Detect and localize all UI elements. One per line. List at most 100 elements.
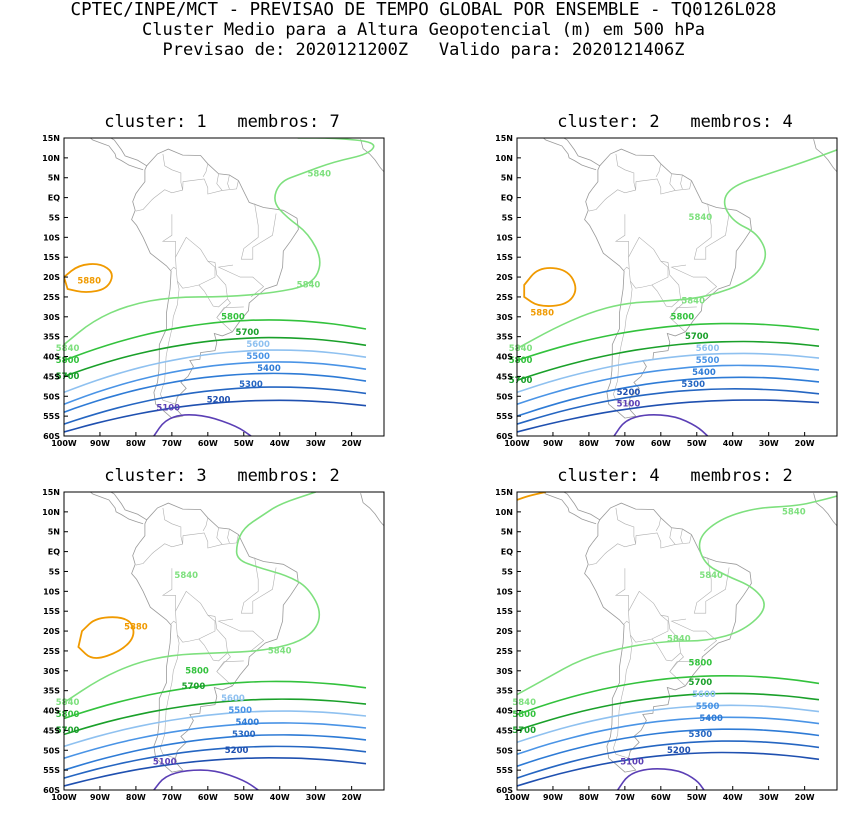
contour-5400 [64, 372, 367, 413]
y-tick-label: 25S [496, 293, 513, 302]
x-tick-label: 80W [579, 793, 599, 802]
contour-5500 [517, 716, 820, 755]
y-tick-label: 5S [502, 213, 514, 222]
x-tick-label: 40W [723, 793, 743, 802]
cluster-3-title: cluster: 3 membros: 2 [104, 466, 340, 486]
x-tick-label: 80W [126, 793, 146, 802]
country-border [680, 528, 683, 543]
contour-5840 [517, 149, 837, 350]
y-tick-label: 10N [42, 508, 60, 517]
contour-label: 5800 [509, 356, 533, 366]
contour-5300 [64, 386, 367, 425]
contour-5100 [613, 414, 709, 436]
y-tick-label: 5S [502, 567, 514, 576]
map-layer [64, 119, 384, 436]
coastline [584, 148, 752, 419]
contour-label: 5800 [185, 666, 209, 676]
plot-frame [63, 491, 385, 791]
plot-frame [63, 137, 385, 437]
x-tick-label: 30W [306, 439, 326, 448]
country-border [615, 507, 636, 545]
contour-label: 5840 [509, 344, 533, 354]
contour-label: 5840 [307, 169, 331, 179]
x-tick-label: 40W [723, 439, 743, 448]
x-tick-label: 20W [342, 793, 362, 802]
y-tick-label: 60S [43, 432, 60, 441]
x-tick-label: 30W [759, 439, 779, 448]
x-tick-label: 70W [615, 793, 635, 802]
coastline [542, 492, 597, 525]
country-border [613, 634, 633, 759]
contour-label: 5600 [246, 340, 270, 350]
coastline [360, 492, 384, 527]
contour-label: 5700 [509, 376, 533, 386]
x-tick-label: 50W [687, 793, 707, 802]
coastline [542, 138, 597, 171]
country-border [669, 298, 686, 332]
plot-frame [516, 491, 838, 791]
contour-label: 5400 [257, 364, 281, 374]
country-border [135, 543, 183, 566]
x-tick-label: 20W [795, 439, 815, 448]
contour-label: 5840 [667, 635, 691, 645]
y-tick-label: 10S [496, 587, 513, 596]
x-tick-label: 70W [162, 439, 182, 448]
country-border [635, 178, 692, 195]
contour-label: 5800 [56, 710, 80, 720]
contour-5200 [64, 399, 367, 433]
country-border [669, 527, 676, 545]
map-layer [517, 138, 837, 436]
x-tick-label: 70W [162, 793, 182, 802]
contour-label: 5840 [56, 698, 80, 708]
country-border [669, 652, 686, 686]
cluster-2-title: cluster: 2 membros: 4 [557, 112, 793, 132]
y-tick-label: 60S [43, 786, 60, 795]
x-tick-label: 60W [651, 439, 671, 448]
contour-label: 5840 [268, 646, 292, 656]
x-tick-label: 90W [90, 793, 110, 802]
contour-label: 5800 [689, 658, 713, 668]
x-tick-label: 100W [504, 793, 530, 802]
contour-5600 [517, 352, 820, 394]
y-tick-label: 5S [49, 213, 61, 222]
y-tick-label: 5S [49, 567, 61, 576]
y-tick-label: 30S [496, 313, 513, 322]
x-tick-label: 90W [543, 439, 563, 448]
y-tick-label: 40S [496, 353, 513, 362]
y-tick-label: 35S [496, 333, 513, 342]
contour-5400 [517, 376, 820, 417]
x-tick-label: 20W [795, 793, 815, 802]
y-tick-label: 40S [496, 707, 513, 716]
header-line-2: Cluster Medio para a Altura Geopotencial… [142, 20, 705, 40]
y-tick-label: 40S [43, 353, 60, 362]
y-tick-label: 50S [496, 392, 513, 401]
coastline [110, 138, 147, 167]
cluster-3-map: 5840 5840 5880 5800 5700 5600 5500 5400 5300 5200… [42, 488, 385, 802]
contour-label: 5700 [689, 678, 713, 688]
contour-5800 [517, 674, 820, 716]
y-tick-label: 30S [496, 667, 513, 676]
contour-label: 5500 [228, 706, 252, 716]
country-border [655, 163, 662, 178]
y-tick-label: 25S [43, 293, 60, 302]
contour-5300 [64, 745, 367, 779]
y-tick-label: EQ [48, 548, 60, 557]
x-tick-label: 60W [198, 439, 218, 448]
y-tick-label: 10S [496, 233, 513, 242]
y-tick-label: 45S [496, 726, 513, 735]
contour-label: 5880 [530, 308, 554, 318]
y-tick-label: 10N [495, 508, 513, 517]
country-border [670, 618, 718, 652]
contour-label: 5700 [182, 682, 206, 692]
coastline [89, 138, 144, 171]
coastline [156, 119, 178, 128]
contour-label: 5840 [512, 698, 536, 708]
contour-5500 [64, 361, 367, 405]
coastline [89, 492, 144, 525]
x-tick-label: 70W [615, 439, 635, 448]
y-tick-label: 50S [43, 746, 60, 755]
y-tick-label: EQ [501, 194, 513, 203]
coastline [813, 492, 837, 527]
y-tick-label: 35S [43, 333, 60, 342]
contour-label: 5300 [239, 380, 263, 390]
